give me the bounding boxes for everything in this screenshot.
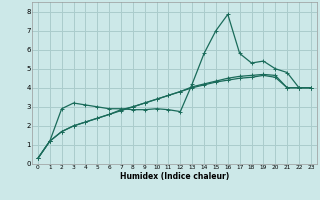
X-axis label: Humidex (Indice chaleur): Humidex (Indice chaleur) — [120, 172, 229, 181]
